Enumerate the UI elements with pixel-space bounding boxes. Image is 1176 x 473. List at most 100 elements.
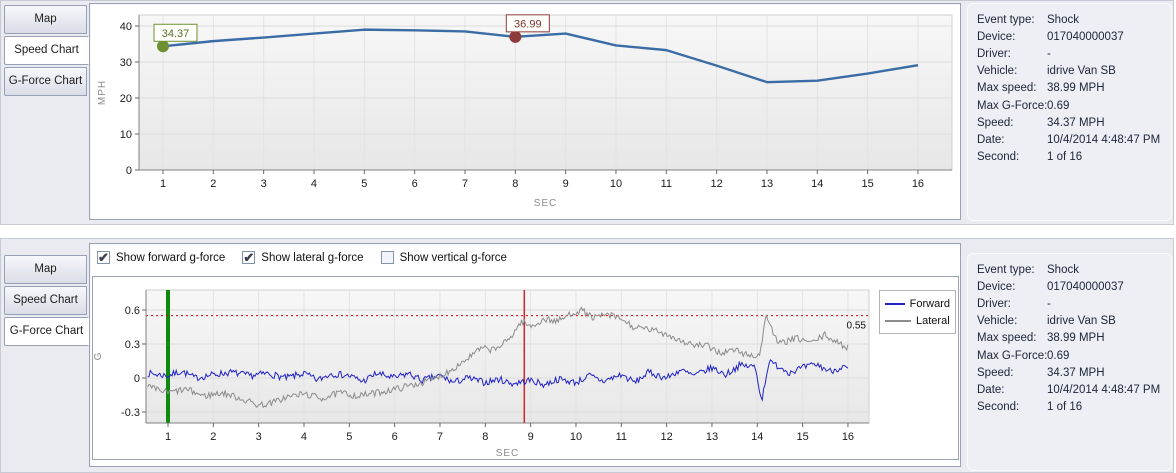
- checkbox-checked-icon[interactable]: ✔: [242, 250, 256, 265]
- speed-xtick: 7: [462, 178, 468, 190]
- gforce-xtick: 5: [346, 431, 352, 443]
- info-row-max-g-force: Max G-Force: 0.69: [977, 97, 1171, 114]
- checkbox-show-lateral-g-force[interactable]: ✔ Show lateral g-force: [242, 250, 364, 265]
- event-info-card-bottom: Event type: Shock Device: 017040000037 Drive…: [967, 253, 1172, 471]
- gforce-xtick: 12: [661, 431, 673, 443]
- gforce-xtick: 10: [570, 431, 582, 443]
- info-value: Shock: [1047, 13, 1079, 26]
- speed-ytick: 0: [126, 165, 132, 177]
- legend-label: Lateral: [916, 314, 950, 327]
- info-value: -: [1047, 297, 1051, 310]
- info-label: Max G-Force:: [977, 349, 1048, 362]
- speed-xtick: 3: [261, 178, 267, 190]
- info-label: Device:: [977, 30, 1016, 43]
- gforce-xaxis-label: SEC: [496, 448, 520, 459]
- checkbox-show-vertical-g-force[interactable]: Show vertical g-force: [380, 251, 507, 264]
- checkbox-checked-icon[interactable]: ✔: [97, 250, 110, 265]
- info-label: Second:: [977, 401, 1020, 414]
- info-row-speed: Speed: 34.37 MPH: [977, 114, 1171, 131]
- tab-g-force-chart[interactable]: G-Force Chart: [4, 317, 89, 346]
- gforce-ytick: -0.3: [121, 407, 140, 419]
- speed-xaxis-label: SEC: [534, 198, 558, 209]
- info-label: Device:: [977, 280, 1016, 293]
- speed-chart-panel: Map Speed Chart G-Force Chart 0 10 20 30 40 1 2 3…: [0, 0, 1174, 225]
- info-value: idrive Van SB: [1047, 65, 1116, 78]
- tab-speed-chart[interactable]: Speed Chart: [4, 286, 87, 315]
- gforce-xtick: 15: [796, 431, 808, 443]
- gforce-xtick: 6: [392, 431, 398, 443]
- gforce-ytick: 0.3: [125, 339, 140, 351]
- speed-xtick: 8: [512, 178, 518, 190]
- speed-xtick: 13: [761, 178, 773, 190]
- info-value: 34.37 MPH: [1047, 366, 1105, 379]
- speed-marker-shock-second[interactable]: [509, 30, 522, 43]
- forward-gforce-line: [147, 359, 849, 402]
- info-row-max-g-force: Max G-Force: 0.69: [977, 347, 1171, 364]
- tab-g-force-chart[interactable]: G-Force Chart: [4, 67, 87, 96]
- tab-map[interactable]: Map: [4, 5, 87, 34]
- speed-xtick: 9: [563, 178, 569, 190]
- gforce-xtick: 3: [256, 431, 262, 443]
- info-label: Event type:: [977, 13, 1035, 26]
- speed-xtick: 14: [811, 178, 823, 190]
- info-label: Driver:: [977, 297, 1011, 310]
- gforce-panel-sidebar: Map Speed Chart G-Force Chart: [4, 255, 89, 348]
- gforce-xtick: 13: [706, 431, 718, 443]
- speed-plot-area[interactable]: [138, 14, 953, 171]
- info-row-max-speed: Max speed: 38.99 MPH: [977, 80, 1171, 97]
- gforce-xtick: 14: [751, 431, 763, 443]
- tab-map[interactable]: Map: [4, 255, 87, 284]
- info-row-vehicle: Vehicle: idrive Van SB: [977, 313, 1171, 330]
- speed-xtick: 12: [711, 178, 723, 190]
- speed-xtick: 16: [912, 178, 924, 190]
- info-row-date: Date: 10/4/2014 4:48:47 PM: [977, 131, 1171, 148]
- info-value: Shock: [1047, 263, 1079, 276]
- info-value: 10/4/2014 4:48:47 PM: [1047, 133, 1161, 146]
- legend-forward: Forward: [885, 295, 950, 312]
- info-label: Date:: [977, 133, 1005, 146]
- gforce-chart[interactable]: 0.55-0.300.30.61 2 3 4 5 6 7 8 9 10 11 12 13 14 15 16SE…: [93, 277, 958, 459]
- event-info-rows: Event type: Shock Device: 017040000037 Drive…: [968, 4, 1171, 166]
- info-row-device: Device: 017040000037: [977, 28, 1171, 45]
- gforce-xtick: 16: [842, 431, 854, 443]
- checkbox-label: Show lateral g-force: [261, 251, 364, 264]
- speed-line: [162, 28, 919, 84]
- gforce-xtick: 7: [437, 431, 443, 443]
- speed-marker-current-second[interactable]: [157, 40, 169, 53]
- info-value: 017040000037: [1047, 280, 1124, 293]
- info-label: Event type:: [977, 263, 1035, 276]
- info-row-speed: Speed: 34.37 MPH: [977, 364, 1171, 381]
- marker-label: 34.37: [162, 28, 190, 40]
- info-value: 1 of 16: [1047, 151, 1083, 164]
- marker-label: 36.99: [514, 18, 542, 30]
- legend-label: Forward: [909, 297, 950, 310]
- checkbox-unchecked-box[interactable]: [380, 251, 394, 264]
- info-label: Vehicle:: [977, 65, 1018, 78]
- speed-xtick: 15: [861, 178, 873, 190]
- checkbox-label: Show forward g-force: [116, 251, 226, 264]
- lateral-gforce-line: [147, 306, 849, 409]
- info-value: -: [1047, 47, 1051, 60]
- info-row-event-type: Event type: Shock: [977, 261, 1171, 278]
- legend-line-swatch: [885, 319, 911, 322]
- gforce-plot-area[interactable]: [145, 289, 870, 424]
- gforce-xtick: 4: [301, 431, 307, 443]
- gforce-ytick: 0: [134, 373, 140, 385]
- gforce-xtick: 8: [482, 431, 488, 443]
- info-label: Date:: [977, 383, 1005, 396]
- speed-ytick: 30: [120, 57, 132, 69]
- speed-xtick: 6: [412, 178, 418, 190]
- info-value: 34.37 MPH: [1047, 116, 1105, 129]
- info-label: Driver:: [977, 47, 1011, 60]
- info-row-event-type: Event type: Shock: [977, 11, 1171, 28]
- checkbox-label: Show vertical g-force: [399, 251, 507, 264]
- info-value: idrive Van SB: [1047, 315, 1116, 328]
- info-row-second: Second: 1 of 16: [977, 149, 1171, 166]
- gforce-xtick: 9: [528, 431, 534, 443]
- checkbox-show-forward-g-force[interactable]: ✔ Show forward g-force: [97, 251, 225, 264]
- info-row-second: Second: 1 of 16: [977, 399, 1171, 416]
- gforce-threshold-label: 0.55: [847, 321, 867, 332]
- gforce-xtick: 1: [165, 431, 171, 443]
- tab-speed-chart[interactable]: Speed Chart: [4, 36, 89, 65]
